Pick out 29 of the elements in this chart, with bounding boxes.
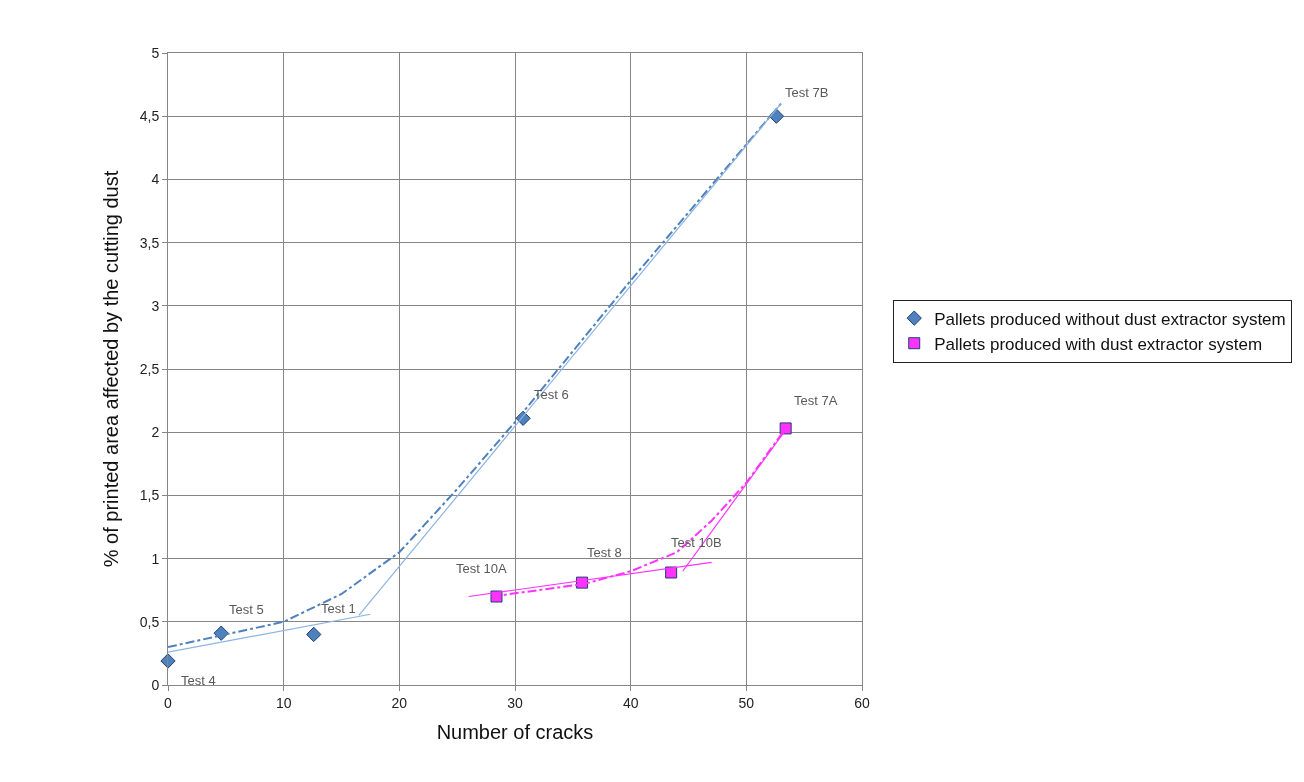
x-tick-label: 50 (738, 694, 755, 711)
y-tick-label: 2 (151, 424, 160, 441)
x-tick-label: 20 (391, 694, 408, 711)
annotation: Test 8 (587, 545, 622, 560)
y-tick-label: 3,5 (139, 234, 160, 251)
y-tick-label: 0,5 (139, 613, 160, 630)
legend-label: Pallets produced with dust extractor system (934, 334, 1263, 354)
x-tick-label: 40 (622, 694, 639, 711)
x-axis-title: Number of cracks (436, 721, 594, 744)
x-tick-label: 10 (275, 694, 292, 711)
y-axis-title: % of printed area affected by the cutting dust (100, 170, 123, 568)
annotation: Test 7A (794, 393, 838, 408)
y-tick-label: 1,5 (139, 487, 160, 504)
y-tick-label: 3 (151, 297, 160, 314)
y-tick-label: 1 (151, 550, 160, 567)
x-tick-label: 30 (507, 694, 523, 711)
annotation: Test 5 (229, 602, 264, 617)
annotation: Test 7B (785, 85, 829, 100)
y-tick-label: 4 (151, 171, 160, 188)
y-tick-label: 0 (151, 676, 160, 693)
annotation: Test 4 (181, 673, 216, 688)
x-tick-label: 60 (854, 694, 870, 711)
y-tick-label: 4,5 (139, 108, 160, 125)
annotation: Test 1 (321, 601, 356, 616)
y-tick-label: 2,5 (139, 360, 160, 377)
legend-label: Pallets produced without dust extractor system (934, 309, 1286, 329)
annotation: Test 10A (456, 561, 507, 576)
x-tick-label: 0 (164, 694, 173, 711)
y-tick-label: 5 (151, 44, 160, 61)
